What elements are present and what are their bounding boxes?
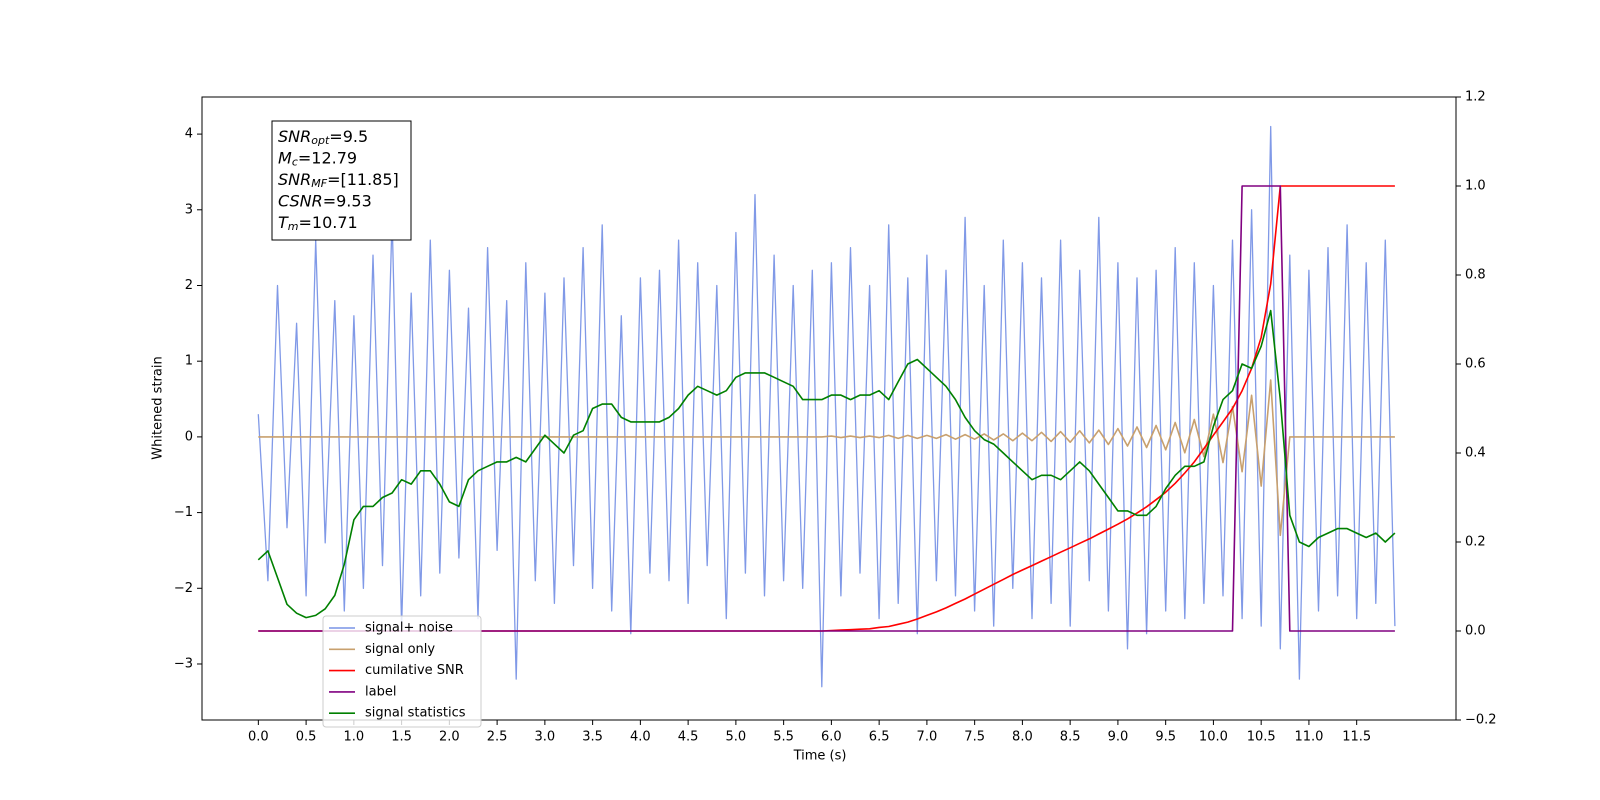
annotation-line: CSNR=9.53 xyxy=(278,191,372,210)
annotation-symbol: T xyxy=(278,213,289,232)
annotation-symbol: M xyxy=(278,148,292,167)
legend-label: signal only xyxy=(365,642,435,657)
y2-tick-label: 0.6 xyxy=(1465,357,1486,372)
y2-tick-label: 1.0 xyxy=(1465,179,1486,194)
annotation-value: =9.53 xyxy=(323,191,372,210)
y-tick-label: −3 xyxy=(174,656,193,671)
legend-box xyxy=(322,615,482,728)
annotation-value: =[11.85] xyxy=(327,170,399,189)
x-tick-label: 7.0 xyxy=(917,730,938,745)
y-tick-label: 2 xyxy=(185,278,193,293)
x-tick-label: 4.0 xyxy=(630,730,651,745)
annotation-symbol: SNR xyxy=(278,127,311,146)
series-line xyxy=(257,125,1396,688)
y-tick-label: −1 xyxy=(174,505,193,520)
y2-tick-label: 0.0 xyxy=(1465,624,1486,639)
annotation-subscript: c xyxy=(292,156,298,169)
annotation-line: SNRMF=[11.85] xyxy=(278,170,399,191)
x-tick-label: 6.0 xyxy=(821,730,842,745)
annotation-line: Tm=10.71 xyxy=(278,213,358,234)
x-tick-label: 4.5 xyxy=(678,730,699,745)
annotation-value: =9.5 xyxy=(329,127,368,146)
y2-tick-label: 1.2 xyxy=(1465,90,1486,105)
x-tick-label: 0.5 xyxy=(296,730,317,745)
legend-label: signal statistics xyxy=(365,706,466,721)
y-tick-label: 1 xyxy=(185,354,193,369)
x-tick-label: 8.5 xyxy=(1060,730,1081,745)
series-line xyxy=(257,309,1396,619)
x-tick-label: 10.5 xyxy=(1247,730,1276,745)
legend-label: cumilative SNR xyxy=(365,663,464,678)
x-tick-label: 11.0 xyxy=(1294,730,1323,745)
annotation-subscript: MF xyxy=(311,177,327,190)
x-tick-label: 5.5 xyxy=(773,730,794,745)
plot-frame xyxy=(201,96,1457,721)
y2-tick-label: 0.2 xyxy=(1465,535,1486,550)
y2-tick-label: −0.2 xyxy=(1465,713,1497,728)
y-tick-label: −2 xyxy=(174,581,193,596)
y2-tick-label: 0.8 xyxy=(1465,268,1486,283)
annotation-subscript: opt xyxy=(311,134,330,147)
x-tick-label: 9.0 xyxy=(1108,730,1129,745)
annotation-symbol: SNR xyxy=(278,170,311,189)
y2-tick-label: 0.4 xyxy=(1465,446,1486,461)
x-tick-label: 2.0 xyxy=(439,730,460,745)
x-tick-label: 1.0 xyxy=(344,730,365,745)
x-tick-label: 8.0 xyxy=(1012,730,1033,745)
x-tick-label: 1.5 xyxy=(391,730,412,745)
x-tick-label: 2.5 xyxy=(487,730,508,745)
annotation-line: SNRopt=9.5 xyxy=(278,127,368,148)
x-tick-label: 10.0 xyxy=(1199,730,1228,745)
y-tick-label: 0 xyxy=(185,429,193,444)
x-tick-label: 9.5 xyxy=(1155,730,1176,745)
x-tick-label: 6.5 xyxy=(869,730,890,745)
x-tick-label: 3.5 xyxy=(582,730,603,745)
annotation-value: =12.79 xyxy=(298,148,357,167)
x-tick-label: 3.0 xyxy=(535,730,556,745)
legend-label: signal+ noise xyxy=(365,621,453,636)
legend-label: label xyxy=(365,684,396,699)
annotation-subscript: m xyxy=(288,220,299,233)
y-tick-label: 4 xyxy=(185,127,193,142)
annotation-symbol: CSNR xyxy=(278,191,323,210)
annotation-box xyxy=(271,120,412,241)
annotation-value: =10.71 xyxy=(299,213,358,232)
x-tick-label: 0.0 xyxy=(248,730,269,745)
annotation-line: Mc=12.79 xyxy=(278,148,357,169)
x-axis-label: Time (s) xyxy=(793,749,847,764)
series-line xyxy=(258,379,1395,537)
y-tick-label: 3 xyxy=(185,202,193,217)
x-tick-label: 11.5 xyxy=(1342,730,1371,745)
x-tick-label: 7.5 xyxy=(964,730,985,745)
x-tick-label: 5.0 xyxy=(726,730,747,745)
y-axis-label: Whitened strain xyxy=(151,356,166,459)
